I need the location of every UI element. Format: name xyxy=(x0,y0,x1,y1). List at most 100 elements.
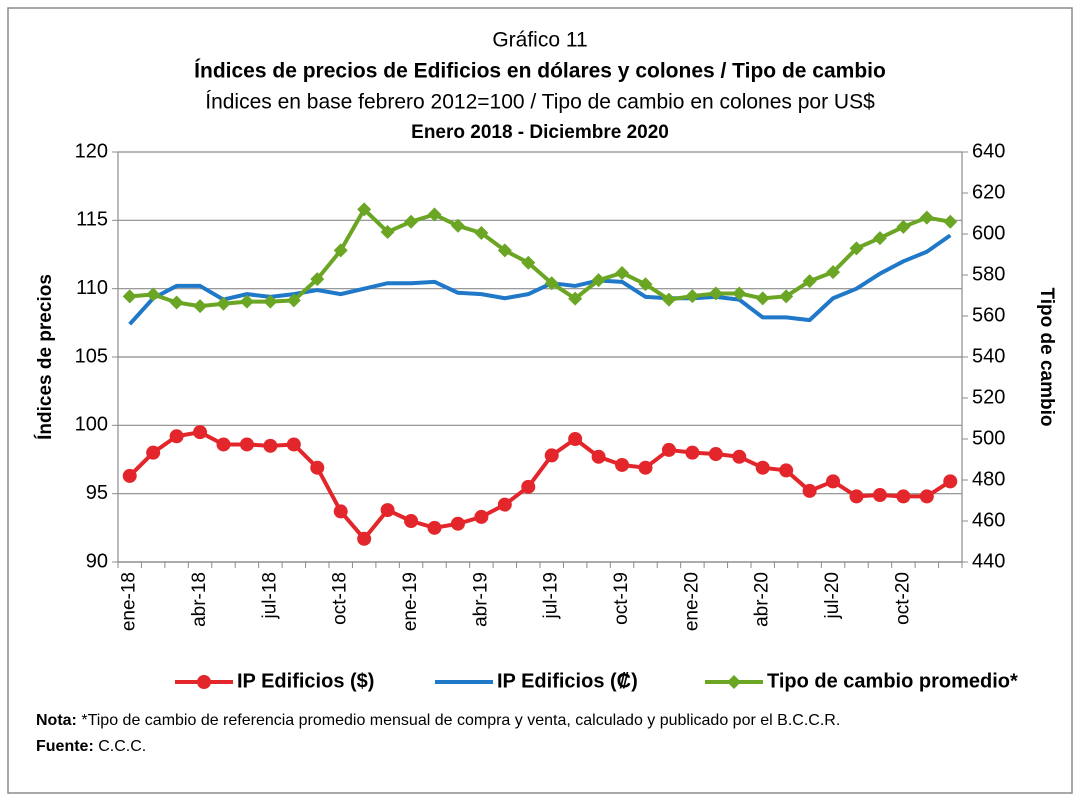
y2-tick-label: 440 xyxy=(972,550,1005,572)
point xyxy=(732,286,747,301)
point xyxy=(568,432,583,446)
note-text: *Tipo de cambio de referencia promedio m… xyxy=(81,712,841,729)
point xyxy=(357,531,372,546)
point xyxy=(216,296,231,311)
legend-label: Tipo de cambio promedio* xyxy=(767,670,1018,692)
point xyxy=(427,207,442,222)
point xyxy=(404,214,419,229)
point xyxy=(450,516,465,531)
point xyxy=(943,214,958,229)
point xyxy=(122,468,137,483)
point xyxy=(943,474,958,489)
point xyxy=(591,273,606,288)
point xyxy=(685,445,700,460)
point xyxy=(779,289,794,304)
point xyxy=(826,265,841,280)
point xyxy=(544,276,559,291)
point xyxy=(872,488,887,503)
point xyxy=(755,291,770,306)
point xyxy=(802,483,817,498)
point xyxy=(685,289,700,304)
point xyxy=(919,489,934,504)
point xyxy=(802,274,817,289)
source-text: C.C.C. xyxy=(98,738,147,755)
point xyxy=(896,489,911,504)
point xyxy=(727,675,741,689)
y2-tick-label: 540 xyxy=(972,345,1005,367)
point xyxy=(197,675,211,689)
point xyxy=(521,479,536,494)
point xyxy=(521,255,536,270)
series-line xyxy=(128,233,952,326)
point xyxy=(615,265,630,280)
y2-tick-label: 520 xyxy=(972,386,1005,408)
source-label: Fuente: xyxy=(36,738,94,755)
y2-axis-label: Tipo de cambio xyxy=(1036,287,1057,426)
x-tick-label: oct-18 xyxy=(330,572,351,625)
point xyxy=(872,231,887,246)
y-tick-label: 90 xyxy=(86,550,108,572)
point xyxy=(193,425,208,440)
x-tick-label: abr-19 xyxy=(470,572,491,627)
point xyxy=(404,514,419,528)
point xyxy=(286,437,301,452)
chart-title: Índices de precios de Edificios en dólar… xyxy=(194,60,886,83)
y-tick-label: 115 xyxy=(76,209,108,231)
point xyxy=(568,291,583,306)
y-tick-label: 100 xyxy=(75,414,108,436)
legend-label: IP Edificios ($) xyxy=(237,670,374,692)
legend-label: IP Edificios (₡) xyxy=(497,670,638,692)
footnote: Nota: *Tipo de cambio de referencia prom… xyxy=(36,708,1036,760)
y-tick-label: 105 xyxy=(75,345,108,367)
y2-tick-label: 480 xyxy=(972,468,1005,490)
point xyxy=(849,489,864,504)
point xyxy=(310,460,325,475)
point xyxy=(333,504,348,519)
point xyxy=(380,503,395,518)
point xyxy=(193,299,208,314)
point xyxy=(239,437,254,452)
point xyxy=(474,225,489,240)
y-tick-label: 95 xyxy=(86,482,108,504)
point xyxy=(638,460,653,475)
point xyxy=(779,463,794,478)
point xyxy=(591,449,606,464)
point xyxy=(380,224,395,239)
point xyxy=(357,202,372,217)
point xyxy=(849,241,864,256)
point xyxy=(919,210,934,225)
x-tick-label: oct-20 xyxy=(892,572,913,625)
point xyxy=(333,243,348,258)
chart-pretitle: Gráfico 11 xyxy=(492,29,587,52)
x-tick-label: ene-20 xyxy=(681,572,702,631)
y-tick-label: 120 xyxy=(75,140,108,162)
y2-tick-label: 500 xyxy=(972,427,1005,449)
x-tick-label: jul-19 xyxy=(541,572,562,619)
x-tick-label: abr-20 xyxy=(752,572,773,627)
point xyxy=(263,294,278,309)
point xyxy=(263,438,278,453)
x-tick-label: jul-18 xyxy=(259,572,280,619)
point xyxy=(286,293,301,308)
y2-tick-label: 580 xyxy=(972,263,1005,285)
chart-subtitle: Índices en base febrero 2012=100 / Tipo … xyxy=(205,91,875,114)
point xyxy=(732,449,747,464)
point xyxy=(661,442,676,457)
point xyxy=(310,272,325,287)
chart-period: Enero 2018 - Diciembre 2020 xyxy=(411,122,669,143)
point xyxy=(544,448,559,463)
y2-tick-label: 640 xyxy=(972,140,1005,162)
y2-tick-label: 600 xyxy=(972,222,1005,244)
x-tick-label: ene-19 xyxy=(400,572,421,631)
point xyxy=(615,457,630,472)
x-tick-label: jul-20 xyxy=(822,572,843,619)
point xyxy=(450,218,465,233)
frame xyxy=(7,7,1073,794)
y2-tick-label: 620 xyxy=(972,181,1005,203)
point xyxy=(146,445,161,460)
y2-tick-label: 460 xyxy=(972,509,1005,531)
point xyxy=(661,292,676,307)
point xyxy=(708,447,723,462)
